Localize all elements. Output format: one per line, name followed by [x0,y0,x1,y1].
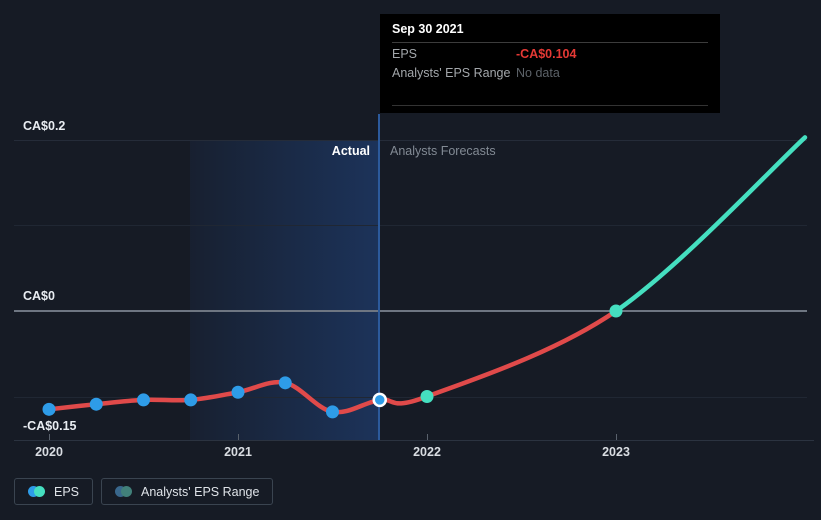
legend-toggle-analysts-eps-range[interactable]: Analysts' EPS Range [101,478,274,505]
tooltip-date: Sep 30 2021 [392,22,708,43]
tooltip-eps-value: -CA$0.104 [516,47,577,61]
chart-legend: EPS Analysts' EPS Range [14,478,274,505]
tooltip-range-label: Analysts' EPS Range [392,66,511,80]
actual-region-label: Actual [331,144,370,158]
eps-actual-dot-icon [28,486,39,497]
data-point[interactable] [326,405,339,419]
x-axis-line [14,440,814,441]
y-axis-label-bottom: -CA$0.15 [23,419,77,433]
tooltip-row-eps: EPS -CA$0.104 [392,47,708,62]
data-point[interactable] [278,376,292,390]
gridline-0_1 [14,225,807,226]
data-point[interactable] [42,402,56,416]
y-axis-label-top: CA$0.2 [23,119,66,133]
tooltip-range-value: No data [516,66,560,80]
x-axis-label-2021: 2021 [224,445,252,459]
selected-data-point[interactable] [372,392,387,408]
eps-forecast-dot-icon [34,486,45,497]
x-axis-label-2023: 2023 [602,445,630,459]
legend-toggle-eps[interactable]: EPS [14,478,94,505]
gridline-neg-0_1 [14,397,807,398]
range-high-dot-icon [121,486,133,497]
gridline-zero [14,310,807,312]
eps-forecast-line-positive [616,135,808,314]
forecast-region-label: Analysts Forecasts [390,144,496,158]
data-point-tooltip: Sep 30 2021 EPS -CA$0.104 Analysts' EPS … [380,14,720,113]
data-point[interactable] [609,304,623,318]
x-tick-2022 [427,434,428,440]
x-axis-label-2022: 2022 [413,445,441,459]
data-point[interactable] [420,390,434,403]
data-point[interactable] [89,397,103,411]
x-tick-2023 [616,434,617,440]
eps-legend-icon [28,486,45,497]
data-point[interactable] [184,393,198,407]
past-year-highlight-band [190,140,379,440]
x-axis-label-2020: 2020 [35,445,63,459]
data-point[interactable] [231,385,245,399]
eps-line-negative [46,308,616,415]
tooltip-divider [392,105,708,106]
gridline-0_2 [14,140,807,141]
actual-forecast-divider [378,114,380,440]
legend-range-label: Analysts' EPS Range [141,484,260,499]
x-tick-2021 [238,434,239,440]
y-axis-label-zero: CA$0 [23,289,55,303]
legend-eps-label: EPS [54,484,80,499]
range-legend-icon [115,486,133,497]
data-point[interactable] [137,393,150,407]
tooltip-eps-label: EPS [392,47,418,61]
range-low-dot-icon [115,486,127,497]
tooltip-row-range: Analysts' EPS Range No data [392,66,708,81]
x-tick-2020 [49,434,50,440]
